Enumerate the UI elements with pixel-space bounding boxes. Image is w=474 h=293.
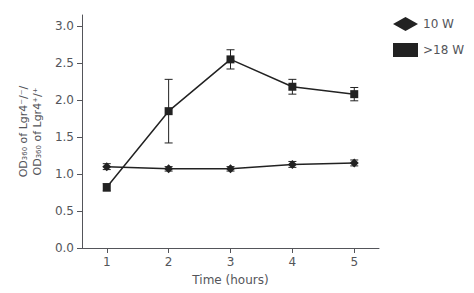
svg-text:0.0: 0.0 (55, 241, 74, 255)
svg-text:1: 1 (103, 255, 111, 269)
svg-text:3: 3 (227, 255, 235, 269)
svg-text:5: 5 (350, 255, 358, 269)
svg-text:OD₃₆₀ of Lgr4⁻/⁻/: OD₃₆₀ of Lgr4⁻/⁻/ (17, 85, 30, 177)
svg-text:2.5: 2.5 (55, 56, 74, 70)
svg-text:3.0: 3.0 (55, 19, 74, 33)
svg-text:4: 4 (289, 255, 297, 269)
svg-text:1.5: 1.5 (55, 130, 74, 144)
svg-text:Time (hours): Time (hours) (191, 273, 268, 287)
svg-text:>18 W: >18 W (423, 43, 464, 57)
svg-text:OD₃₆₀ of Lgr4⁺/⁺: OD₃₆₀ of Lgr4⁺/⁺ (31, 87, 44, 175)
svg-text:2: 2 (165, 255, 173, 269)
svg-text:1.0: 1.0 (55, 167, 74, 181)
svg-text:2.0: 2.0 (55, 93, 74, 107)
svg-text:10 W: 10 W (423, 17, 454, 31)
svg-text:0.5: 0.5 (55, 204, 74, 218)
